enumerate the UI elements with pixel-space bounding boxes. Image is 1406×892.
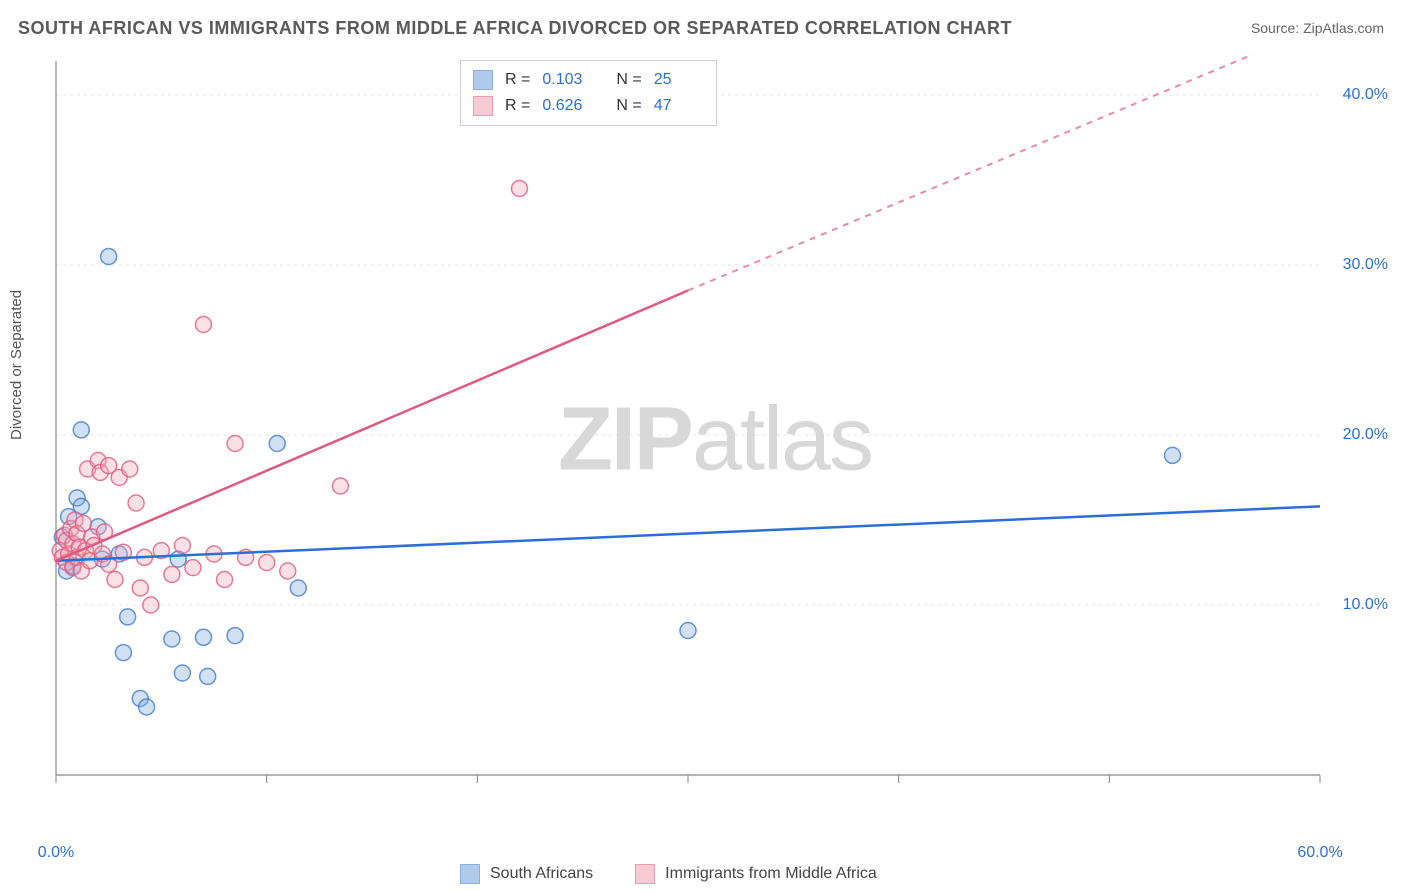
source-label: Source: ZipAtlas.com bbox=[1251, 20, 1384, 36]
y-tick-label: 30.0% bbox=[1343, 256, 1388, 274]
legend-n-label: N = bbox=[616, 67, 641, 93]
legend-label-1: Immigrants from Middle Africa bbox=[665, 865, 877, 883]
legend-swatch-pink bbox=[635, 864, 655, 884]
legend-n-value-1: 47 bbox=[654, 93, 704, 119]
y-tick-label: 20.0% bbox=[1343, 426, 1388, 444]
chart-svg bbox=[50, 55, 1380, 825]
legend-r-label: R = bbox=[505, 67, 530, 93]
chart-title: SOUTH AFRICAN VS IMMIGRANTS FROM MIDDLE … bbox=[18, 18, 1012, 39]
y-axis-label: Divorced or Separated bbox=[8, 290, 25, 440]
legend-correlation: R = 0.103 N = 25 R = 0.626 N = 47 bbox=[460, 60, 717, 126]
chart-container: SOUTH AFRICAN VS IMMIGRANTS FROM MIDDLE … bbox=[0, 0, 1406, 892]
legend-swatch-blue bbox=[473, 70, 493, 90]
legend-n-value-0: 25 bbox=[654, 67, 704, 93]
x-tick-label: 60.0% bbox=[1297, 844, 1342, 862]
legend-series: South Africans Immigrants from Middle Af… bbox=[460, 864, 877, 884]
legend-label-0: South Africans bbox=[490, 865, 593, 883]
legend-n-label: N = bbox=[616, 93, 641, 119]
legend-r-value-0: 0.103 bbox=[542, 67, 592, 93]
legend-r-label: R = bbox=[505, 93, 530, 119]
x-tick-label: 0.0% bbox=[38, 844, 74, 862]
legend-swatch-pink bbox=[473, 96, 493, 116]
plot-area: ZIPatlas bbox=[50, 55, 1380, 825]
y-tick-label: 10.0% bbox=[1343, 596, 1388, 614]
y-tick-label: 40.0% bbox=[1343, 86, 1388, 104]
legend-r-value-1: 0.626 bbox=[542, 93, 592, 119]
legend-swatch-blue bbox=[460, 864, 480, 884]
legend-row-0: R = 0.103 N = 25 bbox=[473, 67, 704, 93]
legend-row-1: R = 0.626 N = 47 bbox=[473, 93, 704, 119]
